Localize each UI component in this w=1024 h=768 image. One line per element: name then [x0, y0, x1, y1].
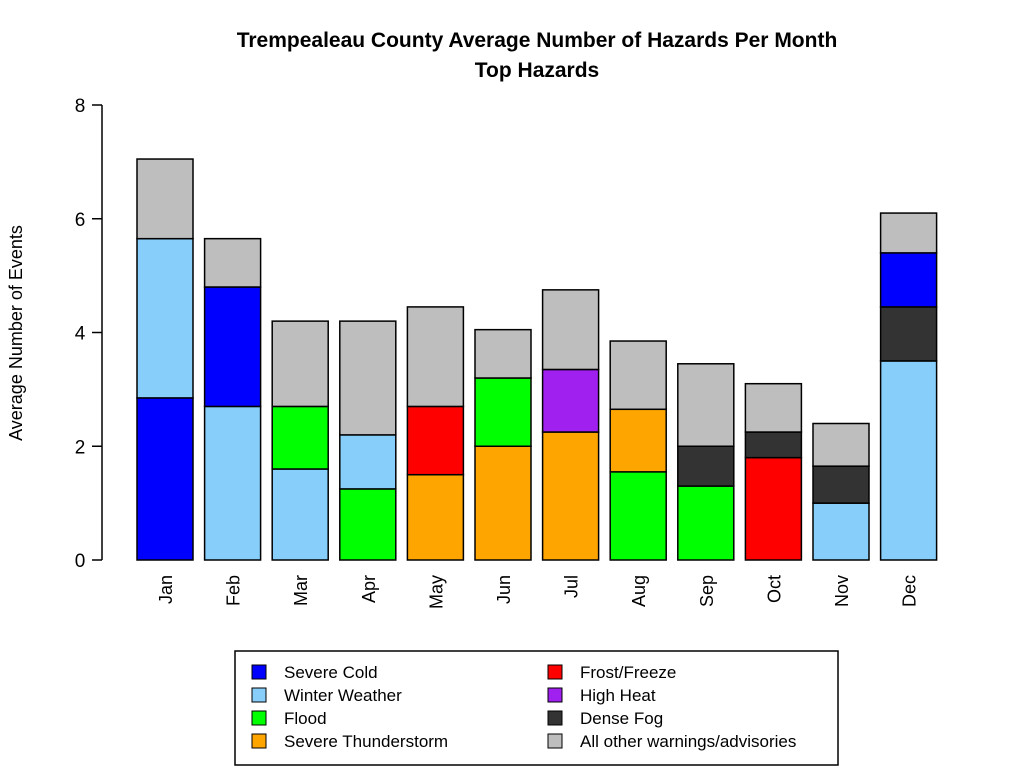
legend-swatch [547, 710, 563, 726]
legend-swatch [251, 733, 267, 749]
legend-label: Dense Fog [580, 709, 663, 728]
x-tick-label: May [426, 575, 446, 609]
x-tick-label: Nov [832, 575, 852, 607]
x-tick-label: Mar [291, 575, 311, 606]
x-tick-label: Aug [629, 575, 649, 607]
bar-segment-jun-severe-thunderstorm [474, 445, 532, 561]
bar-segment-mar-winter-weather [271, 468, 329, 561]
x-tick-label: Jun [494, 575, 514, 604]
bar-segment-apr-flood [339, 488, 397, 561]
bar-segment-mar-all-other-warnings-advisories [271, 320, 329, 408]
bar-segment-jul-high-heat [541, 368, 600, 433]
bar-segment-aug-severe-thunderstorm [609, 408, 667, 473]
bar-segment-jan-all-other-warnings-advisories [136, 158, 194, 240]
bar-segment-feb-all-other-warnings-advisories [203, 237, 262, 288]
x-tick-label: Feb [224, 575, 244, 606]
y-tick-label: 6 [75, 210, 86, 231]
y-tick-label: 4 [75, 324, 86, 345]
bar-segment-nov-dense-fog [812, 465, 870, 504]
legend-swatch [547, 664, 563, 680]
bar-segment-jan-severe-cold [136, 397, 194, 561]
bar-segment-jun-all-other-warnings-advisories [474, 328, 532, 379]
x-tick-label: Jan [156, 575, 176, 604]
x-tick-label: Dec [900, 575, 920, 607]
legend-label: High Heat [580, 686, 656, 705]
bar-segment-nov-winter-weather [812, 502, 870, 561]
bar-segment-jul-all-other-warnings-advisories [541, 289, 600, 371]
bar-segment-aug-all-other-warnings-advisories [609, 340, 667, 411]
bar-segment-apr-winter-weather [339, 434, 397, 490]
y-tick-label: 2 [75, 437, 86, 458]
x-tick-label: Sep [697, 575, 717, 607]
legend-swatch [547, 733, 563, 749]
bar-segment-oct-all-other-warnings-advisories [744, 382, 803, 433]
bar-segment-jan-winter-weather [136, 237, 194, 399]
y-axis-label: Average Number of Events [6, 225, 26, 441]
bar-segment-dec-severe-cold [879, 252, 938, 308]
legend-label: Flood [284, 709, 327, 728]
legend-swatch [251, 664, 267, 680]
x-tick-label: Oct [764, 575, 784, 603]
bar-segment-sep-all-other-warnings-advisories [677, 363, 735, 447]
legend-box [234, 650, 839, 766]
legend-swatch [251, 687, 267, 703]
bar-segment-mar-flood [271, 405, 329, 470]
legend-label: All other warnings/advisories [580, 732, 796, 751]
chart-subtitle: Top Hazards [475, 59, 599, 82]
x-tick-label: Apr [359, 575, 379, 603]
x-tick-label: Jul [562, 575, 582, 598]
bar-segment-dec-winter-weather [879, 360, 938, 561]
bar-segment-oct-dense-fog [744, 431, 803, 459]
bar-segment-apr-all-other-warnings-advisories [339, 320, 397, 436]
bar-segment-may-all-other-warnings-advisories [406, 306, 465, 408]
bar-segment-dec-all-other-warnings-advisories [879, 212, 938, 254]
legend-label: Frost/Freeze [580, 663, 676, 682]
legend-swatch [251, 710, 267, 726]
legend-label: Severe Thunderstorm [284, 732, 448, 751]
bar-segment-feb-winter-weather [203, 405, 262, 561]
chart-title: Trempealeau County Average Number of Haz… [237, 29, 838, 52]
y-tick-label: 0 [75, 551, 86, 572]
bar-segment-may-frost-freeze [406, 405, 465, 476]
bar-segment-sep-dense-fog [677, 445, 735, 487]
bar-segment-feb-severe-cold [203, 286, 262, 408]
bar-segment-sep-flood [677, 485, 735, 561]
y-tick-label: 8 [75, 96, 86, 117]
legend-label: Severe Cold [284, 663, 378, 682]
bar-segment-jul-severe-thunderstorm [541, 431, 600, 561]
bar-segment-may-severe-thunderstorm [406, 473, 465, 561]
legend-label: Winter Weather [284, 686, 402, 705]
bar-segment-aug-flood [609, 471, 667, 561]
bar-segment-nov-all-other-warnings-advisories [812, 422, 870, 467]
bar-segment-jun-flood [474, 377, 532, 447]
legend-swatch [547, 687, 563, 703]
bar-segment-dec-dense-fog [879, 306, 938, 362]
bar-segment-oct-frost-freeze [744, 456, 803, 561]
